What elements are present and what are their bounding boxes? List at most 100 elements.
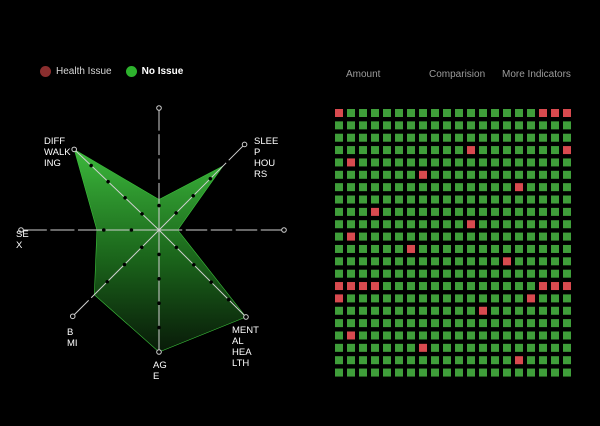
- grid-cell-no-issue[interactable]: [467, 195, 475, 204]
- tab-amount[interactable]: Amount: [346, 69, 381, 80]
- grid-cell-no-issue[interactable]: [479, 207, 487, 216]
- grid-cell-no-issue[interactable]: [431, 133, 439, 142]
- grid-cell-no-issue[interactable]: [503, 331, 511, 340]
- grid-cell-no-issue[interactable]: [491, 220, 499, 229]
- grid-cell-no-issue[interactable]: [527, 356, 535, 365]
- grid-cell-health-issue[interactable]: [335, 109, 343, 117]
- grid-cell-no-issue[interactable]: [551, 207, 559, 216]
- grid-cell-no-issue[interactable]: [419, 121, 427, 130]
- grid-cell-no-issue[interactable]: [503, 343, 511, 352]
- grid-cell-no-issue[interactable]: [455, 343, 463, 352]
- grid-cell-health-issue[interactable]: [551, 282, 559, 291]
- grid-cell-no-issue[interactable]: [503, 158, 511, 167]
- grid-cell-no-issue[interactable]: [455, 368, 463, 377]
- grid-cell-no-issue[interactable]: [443, 207, 451, 216]
- grid-cell-no-issue[interactable]: [407, 121, 415, 130]
- grid-cell-no-issue[interactable]: [371, 232, 379, 241]
- grid-cell-health-issue[interactable]: [347, 158, 355, 167]
- grid-cell-no-issue[interactable]: [431, 109, 439, 117]
- grid-cell-no-issue[interactable]: [347, 294, 355, 303]
- grid-cell-no-issue[interactable]: [359, 232, 367, 241]
- grid-cell-no-issue[interactable]: [467, 207, 475, 216]
- grid-cell-no-issue[interactable]: [479, 146, 487, 155]
- grid-cell-no-issue[interactable]: [407, 282, 415, 291]
- grid-cell-no-issue[interactable]: [407, 331, 415, 340]
- grid-cell-no-issue[interactable]: [455, 331, 463, 340]
- grid-cell-no-issue[interactable]: [479, 133, 487, 142]
- grid-cell-no-issue[interactable]: [371, 319, 379, 328]
- grid-cell-no-issue[interactable]: [563, 306, 571, 315]
- grid-cell-no-issue[interactable]: [515, 306, 523, 315]
- grid-cell-health-issue[interactable]: [347, 282, 355, 291]
- grid-cell-no-issue[interactable]: [491, 331, 499, 340]
- grid-cell-health-issue[interactable]: [539, 109, 547, 117]
- grid-cell-no-issue[interactable]: [491, 294, 499, 303]
- grid-cell-no-issue[interactable]: [455, 269, 463, 278]
- grid-cell-no-issue[interactable]: [335, 368, 343, 377]
- grid-cell-no-issue[interactable]: [515, 269, 523, 278]
- grid-cell-no-issue[interactable]: [395, 368, 403, 377]
- grid-cell-no-issue[interactable]: [515, 109, 523, 117]
- grid-cell-no-issue[interactable]: [551, 244, 559, 253]
- grid-cell-no-issue[interactable]: [359, 269, 367, 278]
- grid-cell-no-issue[interactable]: [467, 356, 475, 365]
- grid-cell-no-issue[interactable]: [371, 356, 379, 365]
- grid-cell-no-issue[interactable]: [359, 343, 367, 352]
- grid-cell-no-issue[interactable]: [503, 356, 511, 365]
- grid-cell-no-issue[interactable]: [503, 133, 511, 142]
- grid-cell-no-issue[interactable]: [383, 232, 391, 241]
- grid-cell-no-issue[interactable]: [419, 257, 427, 266]
- grid-cell-no-issue[interactable]: [443, 170, 451, 179]
- grid-cell-no-issue[interactable]: [515, 319, 523, 328]
- grid-cell-no-issue[interactable]: [347, 257, 355, 266]
- grid-cell-no-issue[interactable]: [503, 121, 511, 130]
- grid-cell-no-issue[interactable]: [419, 331, 427, 340]
- grid-cell-no-issue[interactable]: [383, 294, 391, 303]
- grid-cell-no-issue[interactable]: [551, 319, 559, 328]
- grid-cell-no-issue[interactable]: [335, 343, 343, 352]
- grid-cell-no-issue[interactable]: [395, 207, 403, 216]
- grid-cell-no-issue[interactable]: [407, 368, 415, 377]
- grid-cell-health-issue[interactable]: [563, 282, 571, 291]
- grid-cell-no-issue[interactable]: [431, 232, 439, 241]
- tab-comparision[interactable]: Comparision: [429, 69, 486, 80]
- grid-cell-no-issue[interactable]: [407, 146, 415, 155]
- grid-cell-no-issue[interactable]: [515, 121, 523, 130]
- grid-cell-no-issue[interactable]: [491, 356, 499, 365]
- grid-cell-no-issue[interactable]: [563, 158, 571, 167]
- grid-cell-no-issue[interactable]: [383, 183, 391, 192]
- grid-cell-no-issue[interactable]: [383, 121, 391, 130]
- grid-cell-no-issue[interactable]: [479, 158, 487, 167]
- grid-cell-no-issue[interactable]: [443, 282, 451, 291]
- grid-cell-no-issue[interactable]: [347, 183, 355, 192]
- grid-cell-health-issue[interactable]: [527, 294, 535, 303]
- grid-cell-no-issue[interactable]: [443, 133, 451, 142]
- grid-cell-no-issue[interactable]: [443, 368, 451, 377]
- grid-cell-no-issue[interactable]: [383, 170, 391, 179]
- grid-cell-no-issue[interactable]: [407, 133, 415, 142]
- grid-cell-no-issue[interactable]: [467, 282, 475, 291]
- grid-cell-no-issue[interactable]: [527, 109, 535, 117]
- grid-cell-no-issue[interactable]: [491, 170, 499, 179]
- grid-cell-no-issue[interactable]: [443, 257, 451, 266]
- grid-cell-no-issue[interactable]: [383, 109, 391, 117]
- grid-cell-no-issue[interactable]: [407, 319, 415, 328]
- grid-cell-no-issue[interactable]: [371, 306, 379, 315]
- grid-cell-no-issue[interactable]: [431, 146, 439, 155]
- grid-cell-no-issue[interactable]: [359, 244, 367, 253]
- grid-cell-no-issue[interactable]: [443, 195, 451, 204]
- grid-cell-health-issue[interactable]: [467, 220, 475, 229]
- grid-cell-no-issue[interactable]: [467, 269, 475, 278]
- grid-cell-no-issue[interactable]: [455, 146, 463, 155]
- grid-cell-no-issue[interactable]: [443, 232, 451, 241]
- grid-cell-no-issue[interactable]: [467, 257, 475, 266]
- grid-cell-no-issue[interactable]: [407, 269, 415, 278]
- grid-cell-no-issue[interactable]: [491, 183, 499, 192]
- grid-cell-no-issue[interactable]: [443, 306, 451, 315]
- grid-cell-no-issue[interactable]: [431, 343, 439, 352]
- grid-cell-no-issue[interactable]: [527, 232, 535, 241]
- grid-cell-no-issue[interactable]: [539, 195, 547, 204]
- grid-cell-no-issue[interactable]: [527, 306, 535, 315]
- grid-cell-no-issue[interactable]: [479, 170, 487, 179]
- grid-cell-no-issue[interactable]: [383, 343, 391, 352]
